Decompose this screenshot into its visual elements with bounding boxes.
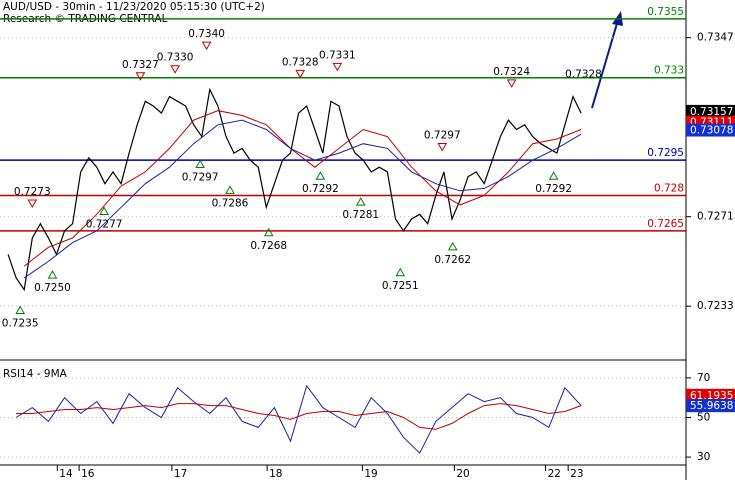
- trough-marker: [15, 305, 26, 314]
- trough-label: 0.7250: [34, 282, 71, 294]
- peak-marker: [27, 199, 38, 208]
- peak-label: 0.7297: [424, 129, 461, 141]
- price-tag-label: 55.9638: [690, 400, 733, 412]
- trough-marker: [263, 227, 274, 237]
- series-line: [7, 87, 582, 292]
- level-label: 0.733: [654, 65, 684, 77]
- peak-marker: [295, 69, 306, 79]
- level-label: 0.7355: [647, 6, 684, 18]
- trough-label: 0.7292: [302, 183, 339, 195]
- trough-label: 0.7251: [382, 280, 419, 292]
- trough-label: 0.7297: [182, 171, 219, 183]
- trough-marker: [225, 185, 235, 194]
- price-tag-label: 0.73157: [690, 106, 733, 118]
- peak-marker: [506, 79, 517, 88]
- forecast-arrow: [591, 19, 619, 109]
- x-tick-label: 20: [456, 468, 469, 480]
- trough-label: 0.7277: [86, 219, 123, 231]
- trough-marker: [395, 267, 406, 277]
- y-tick-label: 0.7233: [697, 300, 734, 312]
- y-tick-label: 70: [697, 372, 710, 384]
- price-label: 0.7328: [565, 68, 602, 80]
- trough-label: 0.7286: [212, 197, 249, 209]
- series-line: [23, 110, 582, 267]
- peak-marker: [437, 142, 448, 152]
- price-tag: [686, 388, 735, 402]
- x-tick-label: 18: [269, 468, 282, 480]
- trough-marker: [447, 241, 458, 251]
- peak-label: 0.7330: [157, 52, 194, 64]
- price-tag: [686, 104, 735, 118]
- price-tag-label: 61.1935: [690, 390, 733, 402]
- y-tick-label: 0.7271: [697, 211, 734, 223]
- trough-marker: [99, 206, 109, 216]
- trough-marker: [195, 159, 206, 168]
- trough-label: 0.7262: [434, 254, 471, 266]
- x-tick-label: 22: [548, 468, 561, 480]
- peak-label: 0.7331: [319, 49, 356, 61]
- y-tick-label: 0.7347: [697, 32, 734, 44]
- x-tick-label: 17: [174, 468, 187, 480]
- level-label: 0.7295: [647, 147, 684, 159]
- x-tick-label: 23: [570, 468, 583, 480]
- peak-label: 0.7273: [14, 186, 51, 198]
- trough-marker: [548, 171, 559, 180]
- trough-marker: [47, 270, 58, 279]
- x-tick-label: 19: [364, 468, 377, 480]
- trough-marker: [315, 171, 326, 180]
- peak-marker: [170, 65, 180, 74]
- trough-label: 0.7235: [2, 317, 39, 329]
- y-tick-label: 30: [697, 451, 710, 463]
- price-tag-label: 0.73078: [690, 125, 733, 137]
- series-line: [15, 384, 582, 454]
- trough-label: 0.7292: [535, 183, 572, 195]
- peak-label: 0.7324: [493, 66, 530, 78]
- price-tag: [686, 399, 735, 413]
- y-tick-label: 50: [697, 411, 710, 423]
- trough-marker: [355, 197, 366, 206]
- peak-label: 0.7340: [188, 28, 225, 40]
- series-line: [23, 119, 582, 279]
- level-label: 0.7265: [647, 218, 684, 230]
- trough-label: 0.7268: [250, 240, 287, 252]
- x-tick-label: 16: [81, 468, 95, 480]
- price-tag: [686, 123, 735, 137]
- peak-marker: [201, 41, 212, 51]
- chart-title: AUD/USD - 30min - 11/23/2020 05:15:30 (U…: [3, 1, 265, 13]
- x-tick-label: 14: [59, 468, 73, 480]
- level-label: 0.728: [654, 182, 684, 194]
- peak-label: 0.7327: [122, 59, 159, 71]
- rsi-title: RSI14 - 9MA: [3, 368, 68, 380]
- trough-label: 0.7281: [342, 209, 379, 221]
- series-line: [16, 403, 582, 430]
- peak-label: 0.7328: [282, 56, 319, 68]
- peak-marker: [135, 72, 146, 81]
- peak-marker: [332, 62, 343, 72]
